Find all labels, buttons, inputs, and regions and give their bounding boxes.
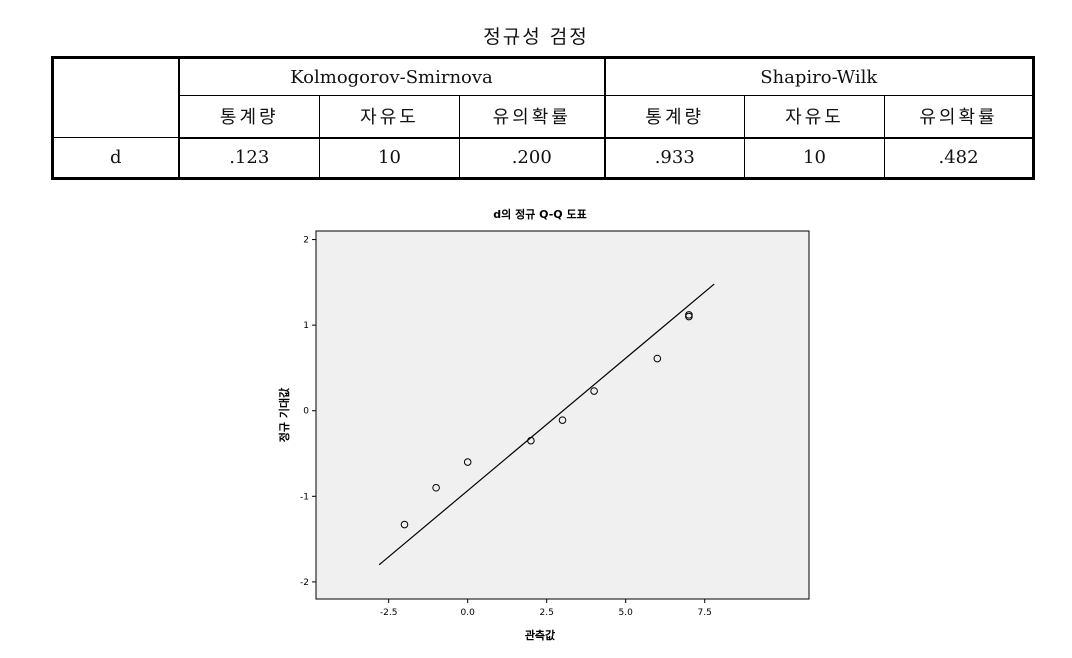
data-point	[590, 387, 598, 395]
row-label: d	[52, 137, 180, 179]
qq-plot-chart: d의 정규 Q-Q 도표 -2.5 0.0 2.5 5.0 7.5 -2 -1 0 1 2 관측값…	[262, 193, 818, 651]
x-tick-label: 7.5	[698, 608, 712, 618]
group-header-shapiro-wilk: Shapiro-Wilk	[603, 57, 1035, 96]
reference-line-layer	[378, 283, 715, 566]
reference-line	[378, 283, 715, 566]
x-tick-label: 5.0	[619, 608, 634, 618]
data-point	[653, 354, 662, 363]
table-corner-cell	[52, 57, 180, 138]
cell-sw-df: 10	[744, 137, 885, 179]
column-header-ks-statistic: 통계량	[178, 95, 320, 139]
column-header-sw-sig: 유의확률	[883, 95, 1035, 139]
normality-test-table: Kolmogorov-Smirnova Shapiro-Wilk 통계량 자유도…	[51, 56, 1036, 180]
chart-title: d의 정규 Q-Q 도표	[493, 207, 586, 221]
y-tick-label: 0	[303, 407, 309, 417]
cell-sw-sig: .482	[883, 137, 1035, 179]
y-tick-label: -2	[300, 578, 309, 588]
x-tick-label: 0.0	[461, 608, 476, 618]
y-axis-label: 정규 기대값	[277, 388, 291, 442]
table-title: 정규성 검정	[483, 26, 589, 48]
data-point	[527, 436, 535, 445]
plot-area	[315, 230, 810, 600]
column-header-ks-sig: 유의확률	[459, 95, 606, 139]
data-point	[685, 311, 693, 319]
table-row: d .123 10 .200 .933 10 .482	[52, 137, 1035, 179]
y-tick-label: -1	[300, 492, 309, 502]
cell-ks-sig: .200	[459, 137, 606, 179]
x-tick-label: 2.5	[540, 608, 554, 618]
data-point	[432, 483, 440, 492]
group-header-kolmogorov-smirnov: Kolmogorov-Smirnova	[178, 57, 606, 96]
y-tick-label: 1	[303, 321, 309, 331]
column-header-ks-df: 자유도	[319, 95, 460, 139]
data-point	[463, 458, 472, 466]
points-layer	[400, 311, 693, 529]
data-point	[558, 416, 567, 424]
y-tick-label: 2	[303, 236, 309, 246]
cell-ks-df: 10	[319, 137, 460, 179]
cell-ks-statistic: .123	[178, 137, 320, 179]
column-header-sw-statistic: 통계량	[604, 95, 745, 139]
cell-sw-statistic: .933	[604, 137, 745, 179]
data-point	[400, 520, 409, 529]
x-tick-label: -2.5	[380, 608, 398, 618]
x-axis-label: 관측값	[525, 628, 555, 642]
column-header-sw-df: 자유도	[744, 95, 885, 139]
axis-ticks: -2.5 0.0 2.5 5.0 7.5 -2 -1 0 1 2	[300, 236, 712, 618]
